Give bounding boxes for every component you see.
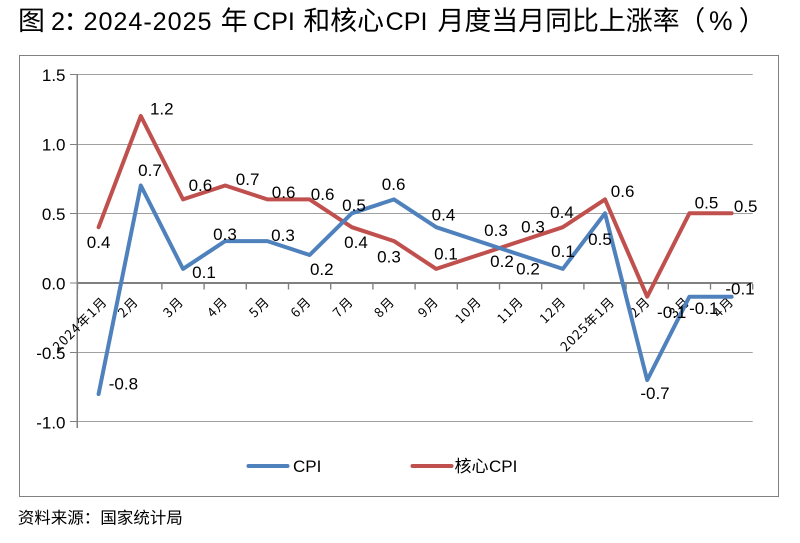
- svg-text:0.5: 0.5: [588, 230, 612, 249]
- svg-text:-0.7: -0.7: [640, 384, 669, 403]
- svg-text:-0.1: -0.1: [657, 303, 686, 322]
- svg-text:%: %: [709, 6, 733, 36]
- svg-text:0.1: 0.1: [551, 242, 575, 261]
- svg-text:2024-2025: 2024-2025: [84, 8, 213, 36]
- svg-text:1.5: 1.5: [42, 66, 66, 85]
- svg-text:0.6: 0.6: [189, 176, 213, 195]
- svg-text:0.3: 0.3: [377, 248, 401, 267]
- svg-text:1.2: 1.2: [150, 100, 174, 119]
- svg-text:CPI: CPI: [386, 8, 428, 36]
- svg-text:1.0: 1.0: [42, 135, 66, 154]
- svg-text:0.5: 0.5: [342, 196, 366, 215]
- svg-text:0.6: 0.6: [611, 182, 635, 201]
- svg-text:0.3: 0.3: [484, 221, 508, 240]
- svg-text:0.2: 0.2: [310, 260, 334, 279]
- svg-text:0.3: 0.3: [521, 218, 545, 237]
- svg-text:0.3: 0.3: [213, 225, 237, 244]
- svg-text:0.1: 0.1: [192, 263, 216, 282]
- svg-text:CPI: CPI: [253, 8, 295, 36]
- svg-text:-0.5: -0.5: [36, 344, 65, 363]
- svg-text:0.2: 0.2: [516, 260, 540, 279]
- svg-text:0.4: 0.4: [550, 203, 574, 222]
- svg-text:0.5: 0.5: [42, 205, 66, 224]
- svg-text:-0.8: -0.8: [109, 374, 138, 393]
- svg-text:0.6: 0.6: [272, 183, 296, 202]
- svg-text:0.2: 0.2: [490, 252, 514, 271]
- svg-text:0.5: 0.5: [734, 197, 758, 216]
- svg-text:0.4: 0.4: [432, 206, 456, 225]
- svg-text:0.6: 0.6: [382, 175, 406, 194]
- svg-text:-1.0: -1.0: [36, 413, 65, 432]
- svg-text:2: 2: [51, 8, 65, 36]
- svg-text:0.0: 0.0: [42, 274, 66, 293]
- svg-text:CPI: CPI: [489, 457, 517, 476]
- svg-text:-0.1: -0.1: [689, 299, 718, 318]
- svg-text:0.3: 0.3: [271, 226, 295, 245]
- svg-text:0.7: 0.7: [236, 170, 260, 189]
- svg-text:0.7: 0.7: [138, 161, 162, 180]
- svg-text:0.4: 0.4: [344, 233, 368, 252]
- svg-text:0.6: 0.6: [311, 185, 335, 204]
- svg-text:0.5: 0.5: [695, 194, 719, 213]
- svg-text:CPI: CPI: [293, 457, 321, 476]
- svg-text:0.1: 0.1: [434, 245, 458, 264]
- svg-text:0.4: 0.4: [87, 233, 111, 252]
- svg-text:-0.1: -0.1: [725, 280, 754, 299]
